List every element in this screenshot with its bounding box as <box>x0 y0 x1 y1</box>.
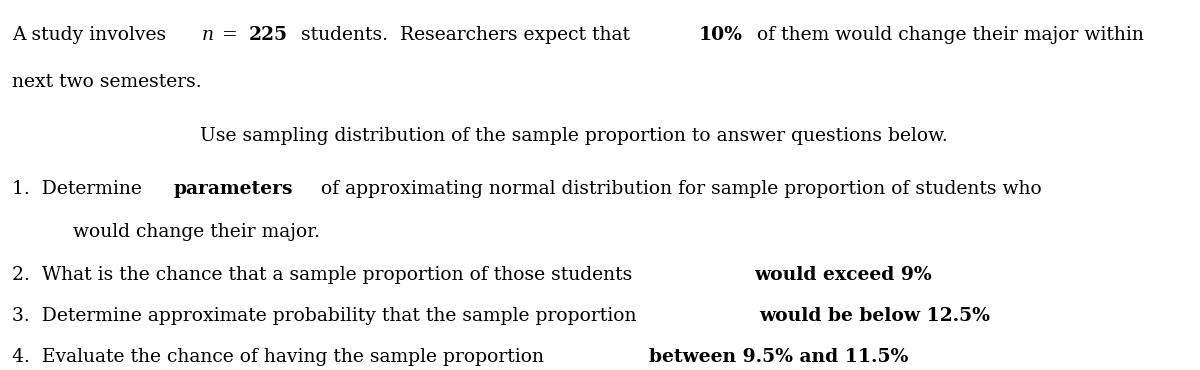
Text: 1.  Determine: 1. Determine <box>12 180 149 198</box>
Text: would be below 12.5%: would be below 12.5% <box>758 307 990 325</box>
Text: 2.  What is the chance that a sample proportion of those students: 2. What is the chance that a sample prop… <box>12 266 638 284</box>
Text: would change their major.: would change their major. <box>73 223 320 241</box>
Text: Use sampling distribution of the sample proportion to answer questions below.: Use sampling distribution of the sample … <box>199 127 947 145</box>
Text: would exceed 9%: would exceed 9% <box>754 266 931 284</box>
Text: 4.  Evaluate the chance of having the sample proportion: 4. Evaluate the chance of having the sam… <box>12 349 551 366</box>
Text: A study involves: A study involves <box>12 26 173 44</box>
Text: 225: 225 <box>250 26 288 44</box>
Text: 10%: 10% <box>700 26 743 44</box>
Text: of them would change their major within: of them would change their major within <box>751 26 1144 44</box>
Text: 3.  Determine approximate probability that the sample proportion: 3. Determine approximate probability tha… <box>12 307 643 325</box>
Text: between 9.5% and 11.5%: between 9.5% and 11.5% <box>649 349 908 366</box>
Text: of approximating normal distribution for sample proportion of students who: of approximating normal distribution for… <box>314 180 1042 198</box>
Text: =: = <box>216 26 244 44</box>
Text: parameters: parameters <box>173 180 293 198</box>
Text: students.  Researchers expect that: students. Researchers expect that <box>295 26 636 44</box>
Text: n: n <box>202 26 214 44</box>
Text: next two semesters.: next two semesters. <box>12 73 202 91</box>
